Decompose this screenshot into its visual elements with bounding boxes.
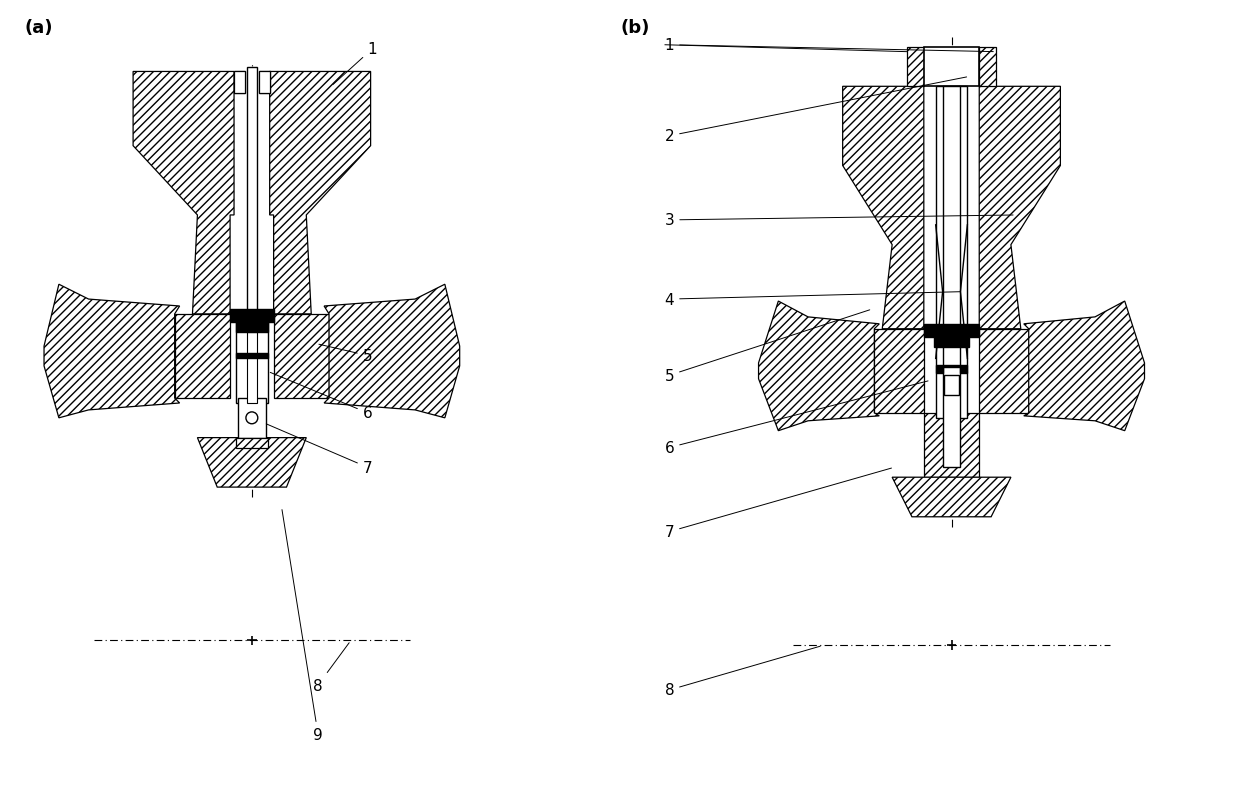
Text: 7: 7	[267, 424, 372, 475]
Polygon shape	[274, 315, 329, 398]
Text: 8: 8	[314, 643, 350, 693]
Polygon shape	[234, 72, 246, 94]
Text: 9: 9	[281, 510, 322, 742]
Polygon shape	[197, 438, 306, 487]
Polygon shape	[874, 329, 924, 414]
Circle shape	[246, 413, 258, 424]
Polygon shape	[980, 88, 1060, 329]
Polygon shape	[236, 438, 268, 448]
Polygon shape	[236, 354, 268, 359]
Polygon shape	[936, 88, 967, 418]
Text: 5: 5	[319, 344, 372, 364]
Text: 3: 3	[665, 213, 1013, 228]
Text: 1: 1	[334, 42, 377, 85]
Polygon shape	[980, 47, 996, 88]
Polygon shape	[924, 324, 980, 347]
Text: 4: 4	[665, 292, 960, 308]
Text: 6: 6	[270, 373, 372, 421]
Polygon shape	[936, 366, 967, 374]
Polygon shape	[759, 302, 879, 431]
Text: 2: 2	[665, 78, 967, 144]
Text: (b): (b)	[620, 18, 650, 37]
Text: 7: 7	[665, 468, 892, 540]
Text: 6: 6	[665, 381, 928, 455]
Text: 1: 1	[665, 39, 993, 53]
Polygon shape	[944, 376, 960, 396]
Polygon shape	[269, 72, 371, 315]
Polygon shape	[259, 72, 269, 94]
Polygon shape	[324, 285, 460, 418]
Polygon shape	[234, 72, 246, 94]
Polygon shape	[843, 88, 924, 329]
Polygon shape	[259, 72, 269, 94]
Polygon shape	[175, 315, 231, 398]
Polygon shape	[231, 310, 274, 332]
Polygon shape	[924, 47, 980, 88]
Polygon shape	[45, 285, 180, 418]
Polygon shape	[133, 72, 234, 315]
Text: (a): (a)	[25, 18, 53, 37]
Polygon shape	[247, 67, 257, 374]
Polygon shape	[980, 329, 1029, 414]
Polygon shape	[238, 398, 265, 438]
Polygon shape	[236, 315, 268, 403]
Polygon shape	[906, 47, 924, 88]
Polygon shape	[924, 414, 980, 478]
Polygon shape	[1024, 302, 1145, 431]
Text: 8: 8	[665, 646, 820, 698]
Polygon shape	[892, 478, 1011, 517]
Polygon shape	[247, 332, 257, 403]
Text: 5: 5	[665, 311, 869, 383]
Polygon shape	[942, 88, 961, 467]
